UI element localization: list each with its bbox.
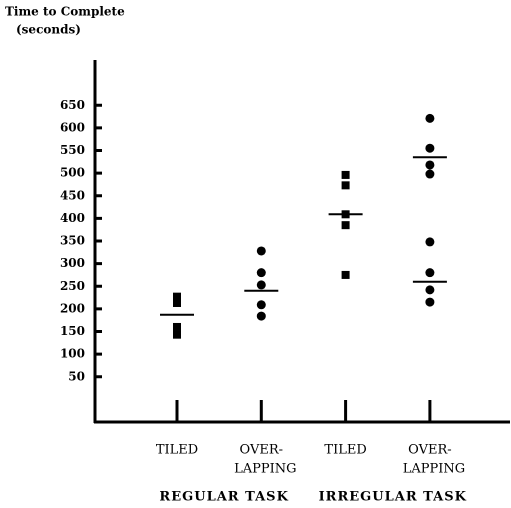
point (173, 330, 181, 339)
point (425, 113, 435, 123)
y-tick-label: 400 (60, 211, 85, 225)
y-tick-label: 650 (60, 98, 85, 112)
point (256, 280, 266, 290)
point (425, 297, 435, 307)
y-tick-label: 350 (60, 234, 85, 248)
y-tick-label: 500 (60, 166, 85, 180)
x-tick-label: OVER- (240, 443, 284, 458)
y-tick-label: 250 (60, 279, 85, 293)
point (256, 311, 266, 321)
point (173, 292, 181, 301)
point (425, 143, 435, 153)
y-axis-label: (seconds) (16, 23, 81, 37)
chart-title: Time to Complete (5, 5, 125, 19)
y-tick-label: 150 (60, 324, 85, 338)
x-tick-label: TILED (324, 443, 366, 458)
point (341, 181, 350, 190)
y-tick-label: 300 (60, 256, 85, 270)
x-tick-label: TILED (156, 443, 198, 458)
point (425, 169, 435, 179)
y-tick-label: 50 (68, 369, 85, 383)
y-tick-label: 450 (60, 188, 85, 202)
point (425, 285, 435, 295)
point (425, 160, 435, 170)
group-label: REGULAR TASK (159, 490, 288, 505)
point (256, 300, 266, 310)
point (256, 246, 266, 256)
group-label: IRREGULAR TASK (319, 490, 467, 505)
point (341, 221, 350, 230)
y-tick-label: 550 (60, 143, 85, 157)
x-tick-label: OVER- (408, 443, 452, 458)
y-tick-label: 100 (60, 347, 85, 361)
point (341, 270, 350, 279)
point (425, 268, 435, 278)
y-tick-label: 600 (60, 120, 85, 134)
point (425, 237, 435, 247)
y-tick-label: 200 (60, 301, 85, 315)
x-tick-label: LAPPING (403, 462, 465, 477)
point (173, 298, 181, 307)
point (341, 170, 350, 179)
point (173, 322, 181, 331)
x-tick-label: LAPPING (234, 462, 296, 477)
point (256, 268, 266, 278)
